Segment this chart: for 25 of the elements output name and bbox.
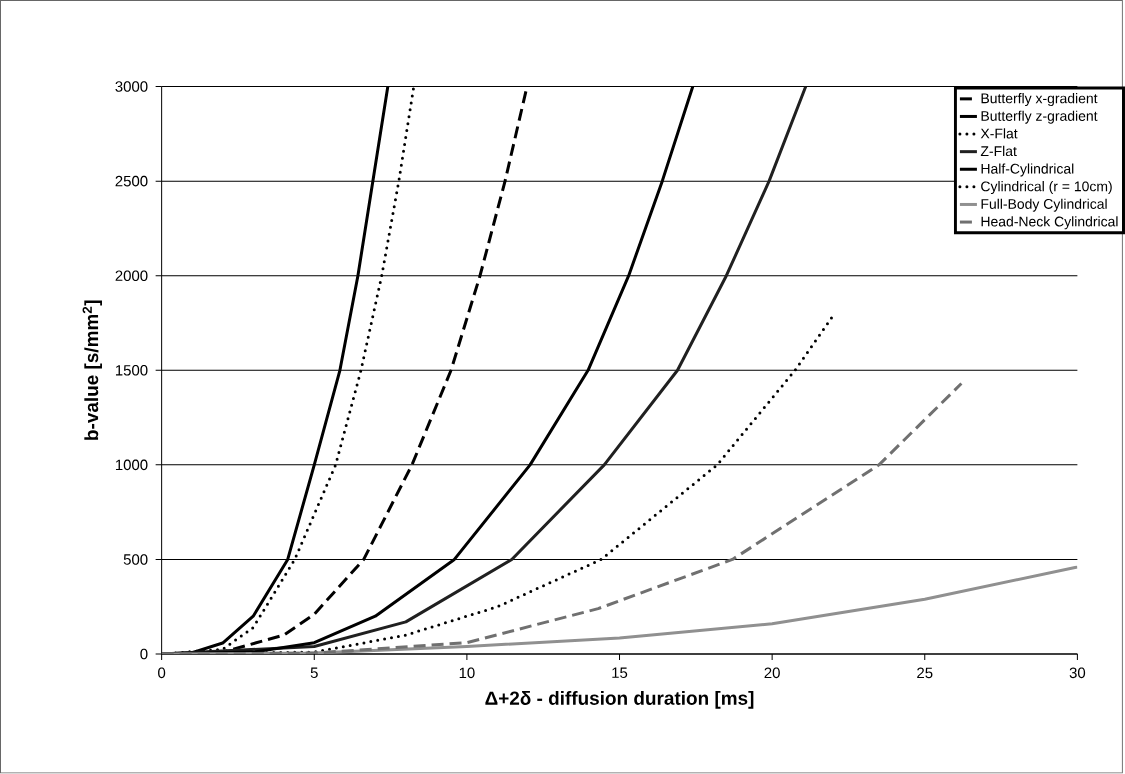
legend-label: Head-Neck Cylindrical: [981, 216, 1118, 230]
legend-label: Cylindrical (r = 10cm): [981, 181, 1112, 195]
legend-label: Half-Cylindrical: [981, 163, 1074, 177]
y-tick-label: 2500: [115, 176, 148, 187]
y-tick-label: 1000: [115, 459, 148, 471]
y-tick-label: 3000: [115, 81, 148, 93]
x-tick-label: 10: [459, 667, 475, 679]
x-tick-label: 30: [1069, 667, 1086, 679]
x-tick-label: 20: [764, 667, 780, 679]
line-series: [161, 382, 963, 655]
x-tick-label: 15: [612, 667, 628, 679]
x-tick-label: 5: [310, 667, 318, 679]
y-axis-title: b-value [s/mm$^{2}$]: [82, 300, 102, 440]
x-tick-label: 25: [917, 667, 933, 679]
y-tick-label: 500: [123, 554, 148, 565]
y-tick-label: 0: [140, 648, 148, 660]
x-axis-title: Δ+2δ - diffusion duration [ms]: [485, 691, 754, 709]
legend-label: X-Flat: [980, 128, 1018, 139]
legend-label: Butterfly z-gradient: [981, 110, 1098, 124]
y-tick-label: 2000: [115, 270, 148, 282]
y-tick-label: 1500: [115, 365, 148, 376]
legend-label: Butterfly x-gradient: [981, 93, 1098, 107]
legend-label: Z-Flat: [980, 146, 1017, 157]
legend-label: Full-Body Cylindrical: [981, 198, 1107, 212]
x-tick-label: 0: [158, 667, 166, 679]
